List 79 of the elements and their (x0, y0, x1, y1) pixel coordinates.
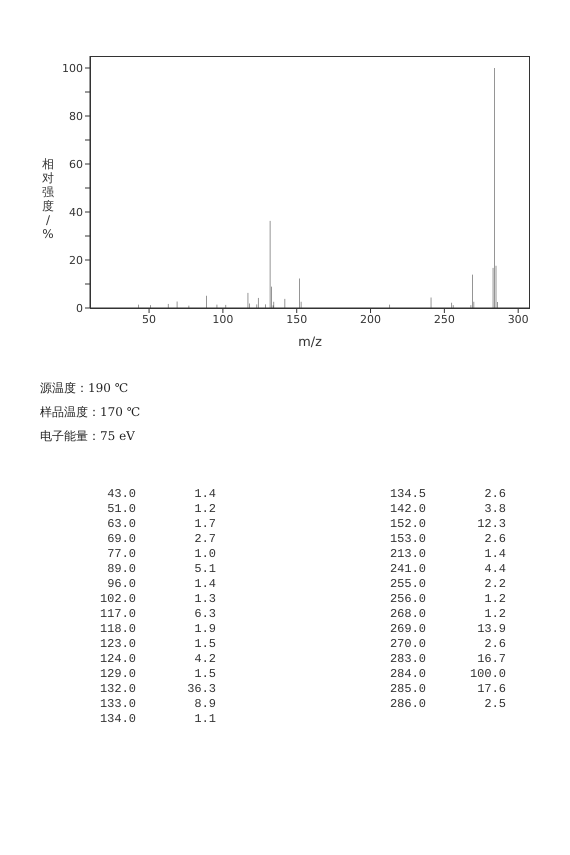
text: 117.0 (98, 606, 136, 621)
text: 102.0 (98, 591, 136, 606)
text: 1.9 (193, 621, 216, 636)
text: 123.0 (98, 636, 136, 651)
text: 1.2 (483, 591, 506, 606)
text: 132.0 (98, 681, 136, 696)
text: 89.0 (106, 561, 136, 576)
text: 100.0 (468, 666, 506, 681)
text: 1.5 (193, 666, 216, 681)
x-tick-label: 50 (142, 312, 156, 326)
text: 1.7 (193, 516, 216, 531)
text: 1.2 (193, 501, 216, 516)
text: 284.0 (388, 666, 426, 681)
text: 13.9 (476, 621, 506, 636)
y-tick-label: 20 (69, 254, 83, 267)
text: 2.6 (483, 531, 506, 546)
text: 12.3 (476, 516, 506, 531)
text: 3.8 (483, 501, 506, 516)
text: 269.0 (388, 621, 426, 636)
y-tick-label: 60 (69, 158, 83, 171)
text: 134.0 (98, 711, 136, 726)
text: 4.2 (193, 651, 216, 666)
text: 133.0 (98, 696, 136, 711)
y-tick-label: 100 (62, 62, 83, 75)
text: 2.7 (193, 531, 216, 546)
text: 268.0 (388, 606, 426, 621)
text: 2.2 (483, 576, 506, 591)
text: 1.1 (193, 711, 216, 726)
text: 1.2 (483, 606, 506, 621)
y-axis-title: 相对强度/% (42, 157, 54, 241)
text: 63.0 (106, 516, 136, 531)
text: 5.1 (193, 561, 216, 576)
x-tick-label: 300 (508, 312, 529, 326)
text: 电子能量：75 eV (40, 428, 136, 445)
text: 2.6 (483, 636, 506, 651)
text: 6.3 (193, 606, 216, 621)
x-axis-title: m/z (298, 335, 322, 350)
text: 16.7 (476, 651, 506, 666)
text: 1.4 (483, 546, 506, 561)
text: 2.5 (483, 696, 506, 711)
x-tick-label: 150 (286, 312, 308, 326)
x-tick-label: 250 (434, 312, 455, 326)
text: 1.4 (193, 486, 216, 501)
text: 152.0 (388, 516, 426, 531)
text: 51.0 (106, 501, 136, 516)
text: 255.0 (388, 576, 426, 591)
text: 118.0 (98, 621, 136, 636)
text: 源温度：190 ℃ (40, 380, 130, 397)
text: 8.9 (193, 696, 216, 711)
y-tick-label: 40 (69, 206, 83, 219)
text: 1.3 (193, 591, 216, 606)
text: 134.5 (388, 486, 426, 501)
text: 43.0 (106, 486, 136, 501)
text: 1.5 (193, 636, 216, 651)
text: 129.0 (98, 666, 136, 681)
y-tick-label: 80 (69, 110, 83, 123)
text: 69.0 (106, 531, 136, 546)
text: 1.4 (193, 576, 216, 591)
text: 283.0 (388, 651, 426, 666)
text: 36.3 (186, 681, 216, 696)
text: 96.0 (106, 576, 136, 591)
text: 17.6 (476, 681, 506, 696)
text: 样品温度：170 ℃ (40, 404, 142, 421)
text: 213.0 (388, 546, 426, 561)
text: 1.0 (193, 546, 216, 561)
text: 77.0 (106, 546, 136, 561)
text: 4.4 (483, 561, 506, 576)
text: 142.0 (388, 501, 426, 516)
text: 2.6 (483, 486, 506, 501)
text: 256.0 (388, 591, 426, 606)
text: 153.0 (388, 531, 426, 546)
x-tick-label: 200 (360, 312, 382, 326)
x-tick-label: 100 (212, 312, 234, 326)
text: 285.0 (388, 681, 426, 696)
text: 286.0 (388, 696, 426, 711)
y-tick-label: 0 (76, 302, 83, 315)
text: 241.0 (388, 561, 426, 576)
text: 270.0 (388, 636, 426, 651)
text: 124.0 (98, 651, 136, 666)
